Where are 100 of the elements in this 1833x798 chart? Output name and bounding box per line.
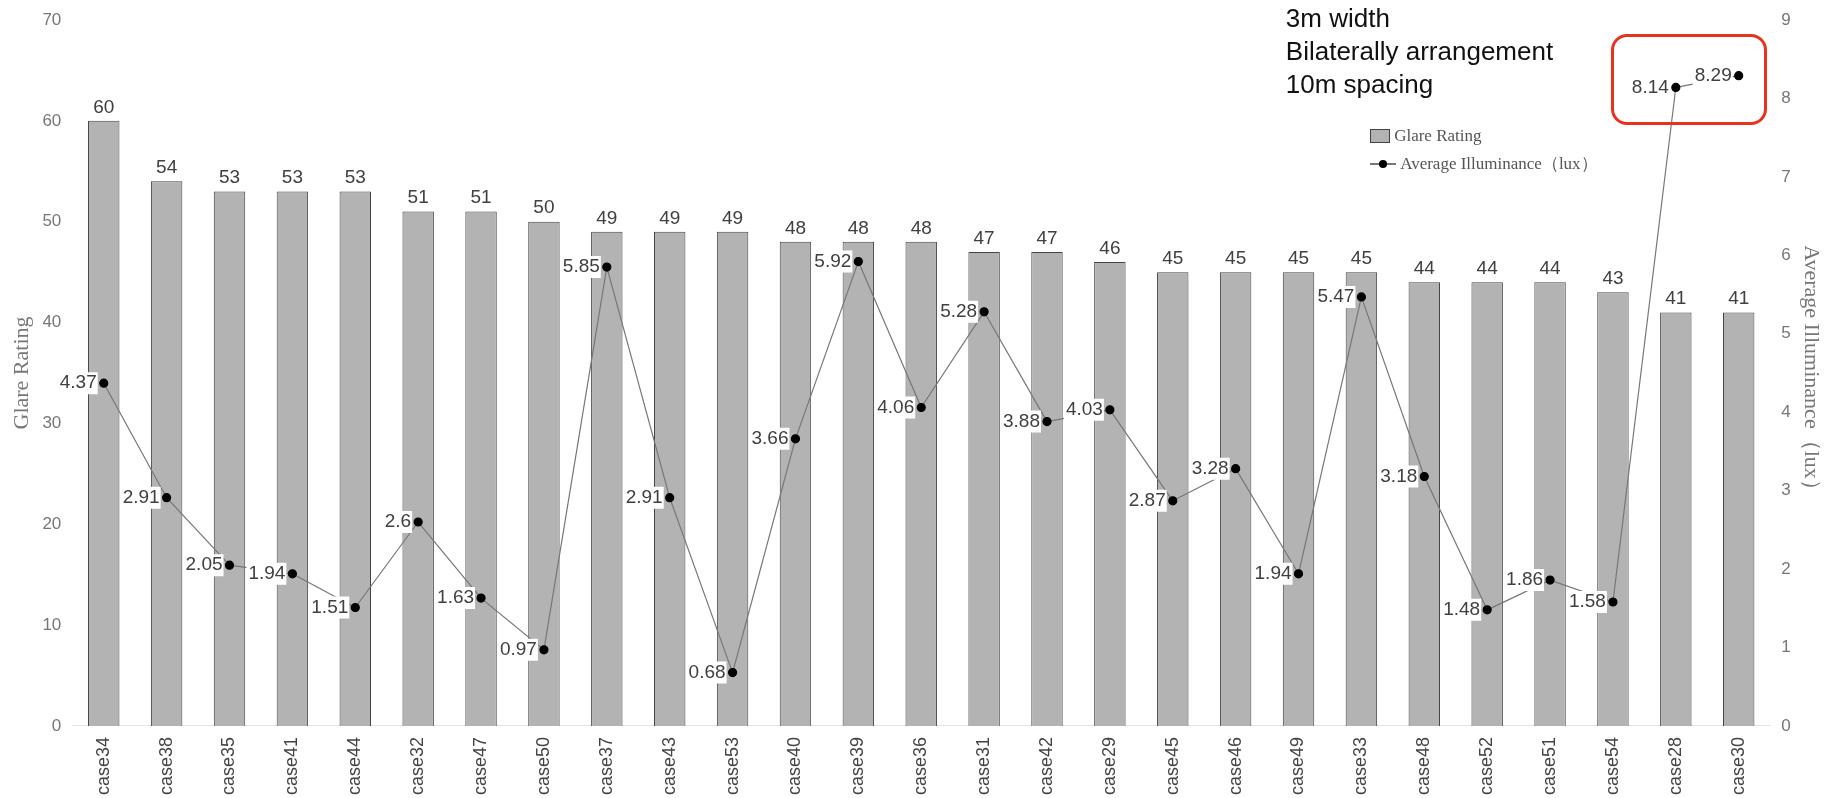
x-tick-label: case35 — [218, 736, 239, 795]
data-label: 2.91 — [122, 485, 160, 507]
data-label: 8.14 — [1631, 75, 1670, 97]
data-label: 44 — [1539, 256, 1562, 278]
data-label: 54 — [156, 156, 178, 178]
x-tick-label: case39 — [847, 736, 868, 795]
y2-tick-label: 7 — [1781, 166, 1791, 186]
data-label: 45 — [1287, 246, 1310, 268]
x-tick-label: case41 — [281, 736, 302, 795]
x-tick-label: case47 — [470, 736, 491, 795]
x-tick-label: case40 — [784, 736, 805, 795]
point — [224, 560, 235, 570]
y-tick-label: 40 — [42, 312, 62, 332]
x-tick-label: case34 — [92, 736, 113, 795]
point — [979, 307, 989, 317]
y-axis-title: Glare Rating — [7, 316, 33, 430]
x-tick-label: case38 — [155, 736, 176, 795]
x-tick-label: case46 — [1224, 736, 1245, 795]
x-tick-label: case49 — [1287, 736, 1308, 795]
data-label: 48 — [784, 216, 807, 238]
data-label: 5.85 — [562, 255, 600, 277]
data-label: 45 — [1350, 246, 1372, 268]
point — [1419, 471, 1429, 482]
point — [790, 434, 801, 444]
legend-label: Average Illuminance（lux） — [1400, 153, 1598, 175]
point — [1608, 597, 1618, 607]
data-label: 1.94 — [1254, 562, 1292, 584]
x-tick-label: case43 — [658, 736, 679, 795]
y-tick-label: 0 — [51, 715, 62, 735]
data-label: 60 — [93, 95, 115, 117]
data-label: 1.48 — [1443, 598, 1481, 620]
y-tick-label: 60 — [42, 110, 62, 130]
point — [916, 402, 926, 413]
data-label: 45 — [1225, 246, 1247, 268]
data-label: 53 — [344, 166, 366, 188]
data-label: 49 — [596, 206, 618, 228]
x-tick-label: case44 — [344, 736, 365, 795]
x-tick-label: case51 — [1539, 736, 1560, 795]
point — [1356, 292, 1367, 302]
y2-tick-label: 8 — [1781, 88, 1791, 108]
x-tick-label: case36 — [910, 736, 931, 795]
x-tick-label: case54 — [1601, 736, 1622, 795]
data-label: 5.28 — [940, 300, 978, 322]
data-label: 2.91 — [625, 485, 663, 507]
point — [1042, 417, 1052, 427]
data-label: 1.94 — [248, 562, 286, 584]
y2-tick-label: 4 — [1781, 401, 1791, 421]
point — [99, 378, 109, 388]
point — [162, 493, 172, 503]
y2-tick-label: 5 — [1781, 323, 1791, 343]
data-label: 2.87 — [1128, 489, 1166, 511]
y-tick-label: 10 — [42, 614, 62, 634]
x-tick-label: case32 — [407, 736, 428, 795]
data-label: 2.6 — [384, 510, 412, 532]
data-label: 53 — [281, 166, 303, 188]
x-tick-label: case45 — [1161, 736, 1182, 795]
x-tick-label: case33 — [1350, 736, 1371, 795]
data-label: 47 — [1036, 226, 1058, 248]
y2-tick-label: 2 — [1781, 558, 1791, 578]
y2-axis-title: Average Illuminance（lux） — [1800, 245, 1826, 501]
point — [602, 262, 612, 272]
point — [1545, 575, 1555, 585]
data-label: 41 — [1728, 287, 1750, 309]
x-tick-label: case48 — [1413, 736, 1434, 795]
point — [287, 569, 297, 579]
y2-tick-label: 6 — [1781, 245, 1791, 265]
data-label: 8.29 — [1694, 63, 1732, 85]
y2-tick-label: 1 — [1781, 637, 1791, 657]
x-tick-label: case37 — [595, 736, 616, 795]
point — [1734, 71, 1744, 81]
data-label: 3.18 — [1380, 464, 1418, 486]
data-label: 45 — [1162, 246, 1184, 268]
x-tick-label: case52 — [1476, 736, 1497, 795]
data-label: 44 — [1413, 256, 1436, 278]
point — [413, 517, 423, 527]
data-label: 50 — [533, 196, 555, 218]
y2-tick-label: 0 — [1781, 715, 1791, 735]
point — [665, 493, 675, 503]
data-label: 1.51 — [311, 595, 349, 617]
data-label: 49 — [722, 206, 744, 228]
data-label: 44 — [1476, 256, 1499, 278]
data-label: 1.86 — [1506, 568, 1544, 590]
point — [1105, 405, 1115, 415]
data-label: 1.58 — [1568, 590, 1606, 612]
x-tick-label: case28 — [1664, 736, 1685, 795]
data-label: 51 — [407, 186, 429, 208]
data-label: 47 — [973, 226, 995, 248]
y2-tick-label: 3 — [1781, 480, 1791, 500]
legend-label: Glare Rating — [1394, 126, 1482, 146]
data-label: 0.68 — [688, 660, 726, 682]
data-label: 3.28 — [1191, 456, 1229, 478]
y-tick-label: 30 — [42, 413, 62, 433]
x-tick-label: case53 — [721, 736, 742, 795]
data-label: 48 — [847, 216, 869, 238]
data-label: 4.03 — [1065, 398, 1103, 420]
x-tick-label: case50 — [532, 736, 553, 795]
annotation: 3m width Bilaterally arrangement 10m spacing — [1285, 2, 1554, 101]
y-tick-label: 70 — [42, 9, 62, 29]
data-label: 2.05 — [185, 553, 223, 575]
x-tick-label: case42 — [1035, 736, 1056, 795]
